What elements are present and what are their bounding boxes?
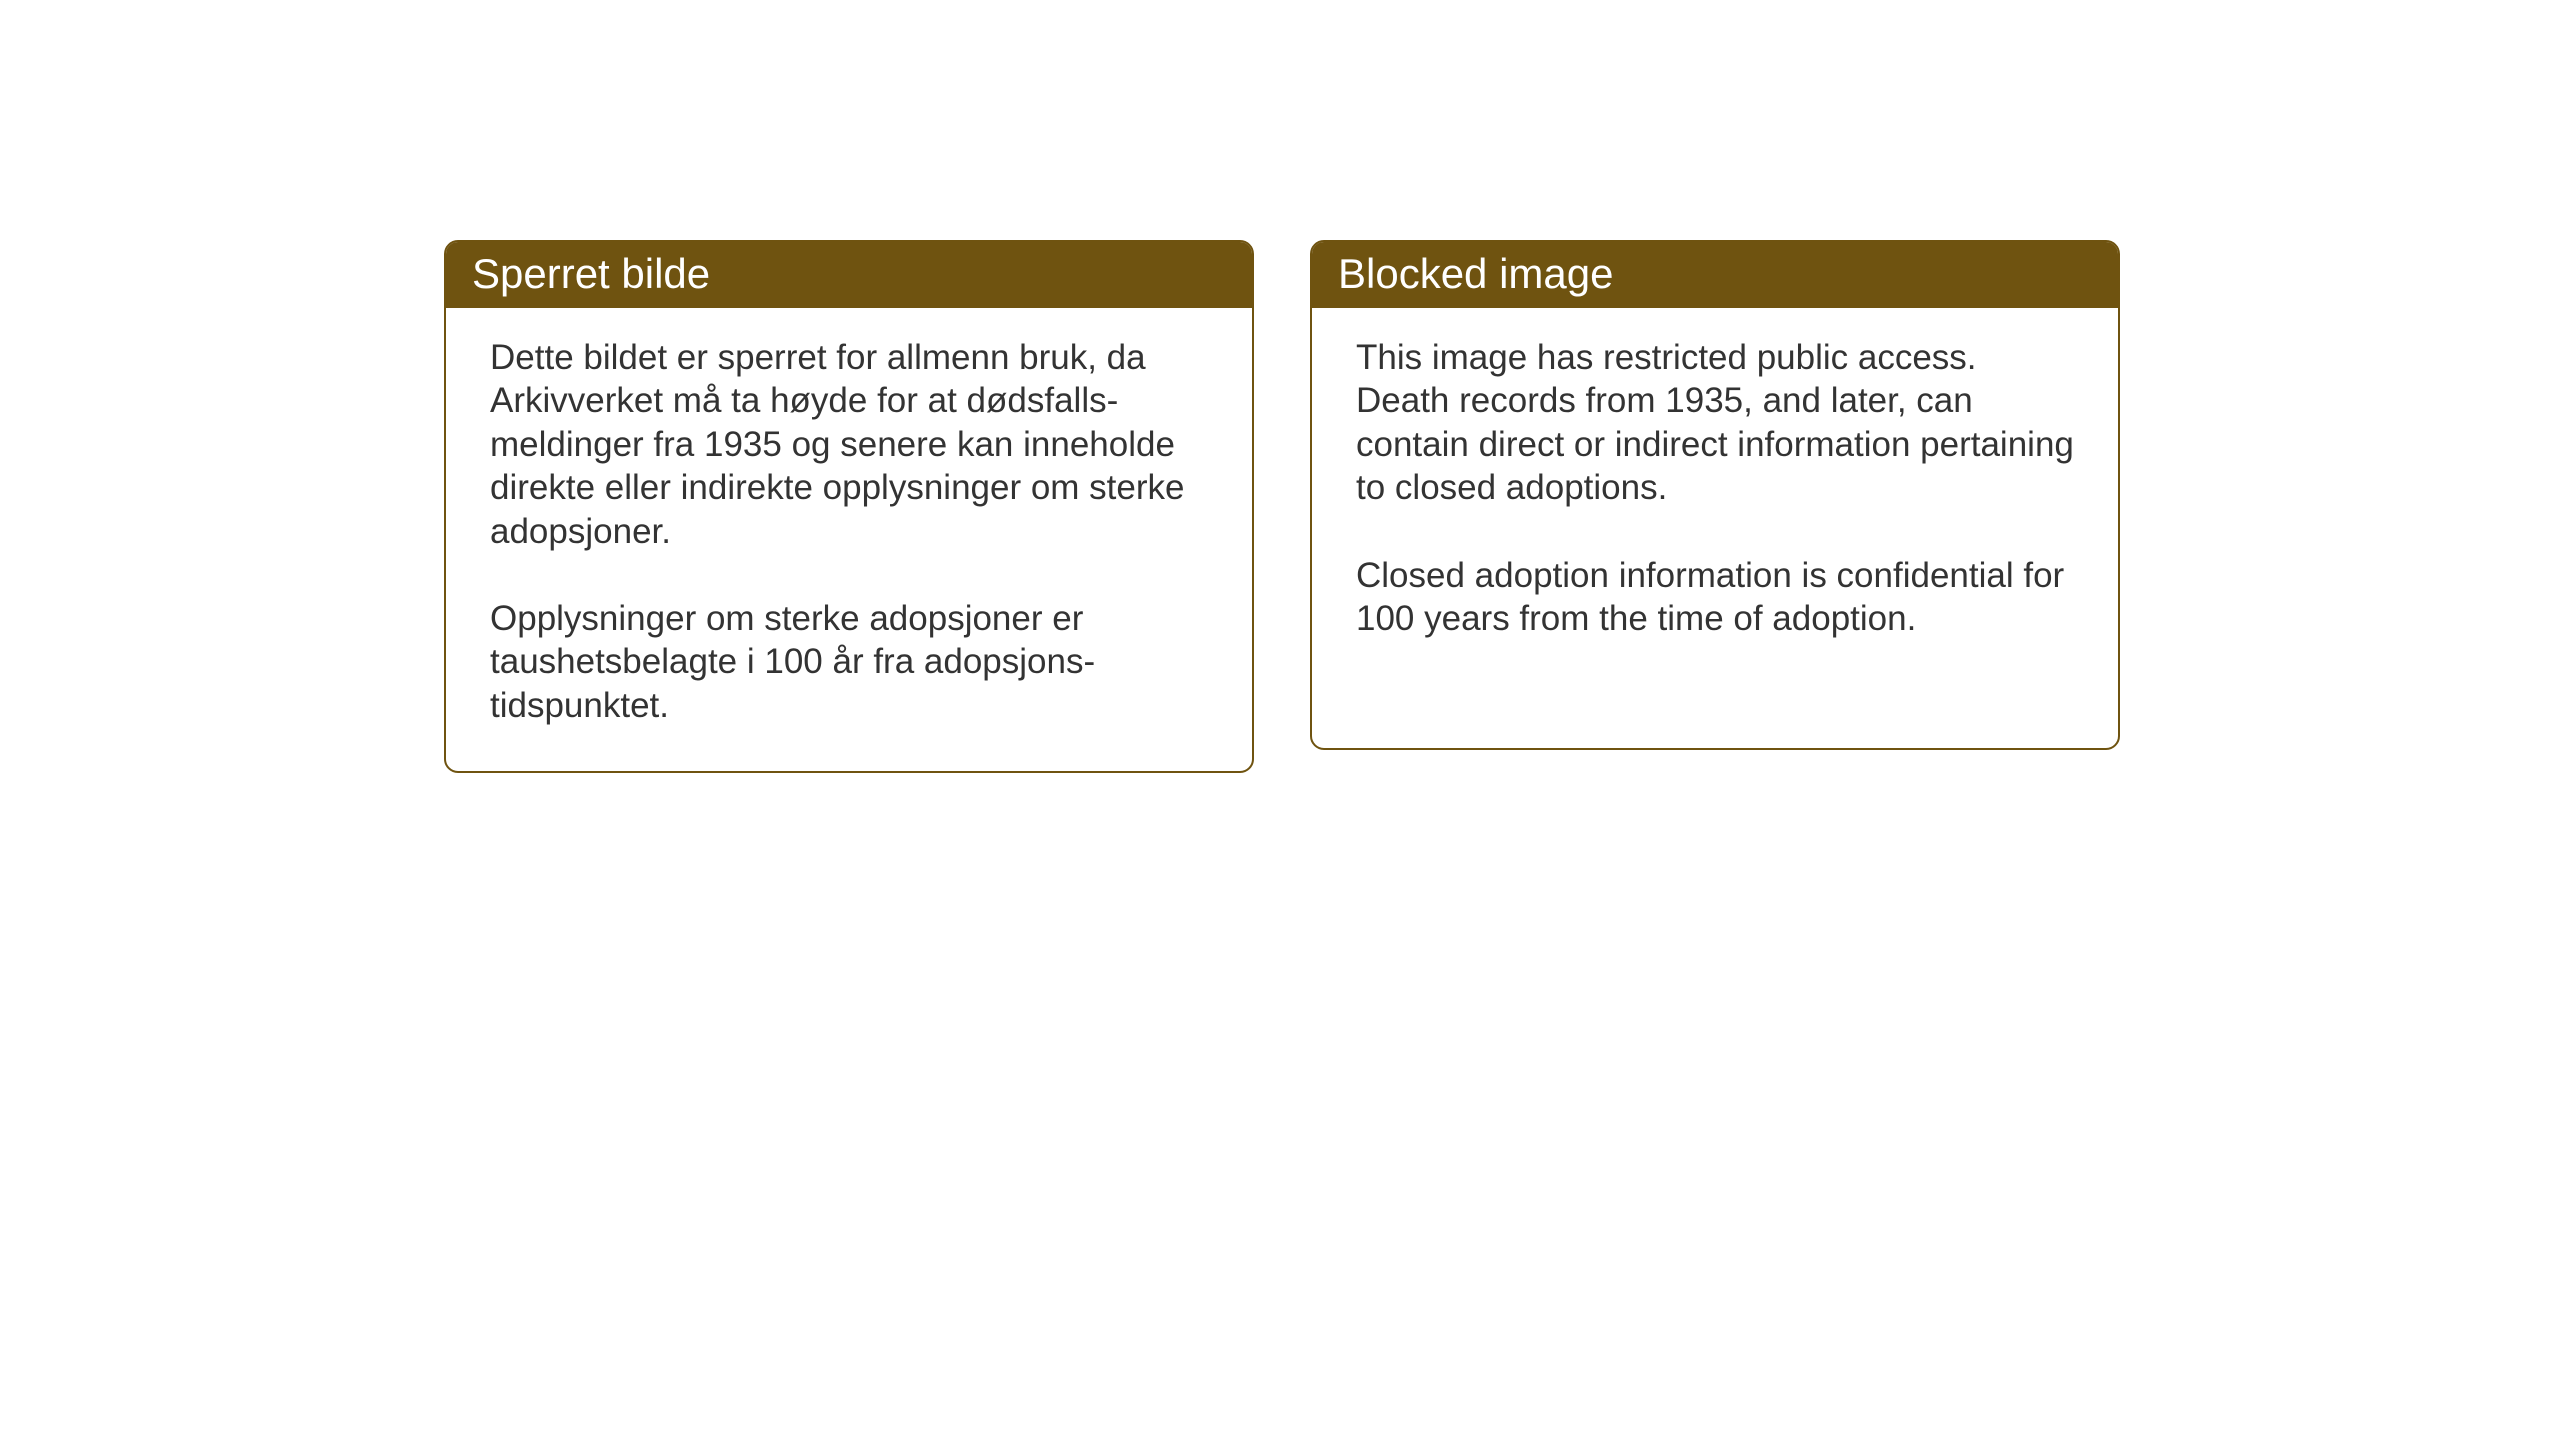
norwegian-card-body: Dette bildet er sperret for allmenn bruk… bbox=[446, 308, 1252, 771]
notice-container: Sperret bilde Dette bildet er sperret fo… bbox=[444, 240, 2120, 773]
norwegian-paragraph-2: Opplysninger om sterke adopsjoner er tau… bbox=[490, 597, 1208, 727]
english-card-title: Blocked image bbox=[1312, 242, 2118, 308]
norwegian-card-title: Sperret bilde bbox=[446, 242, 1252, 308]
english-paragraph-2: Closed adoption information is confident… bbox=[1356, 554, 2074, 641]
norwegian-notice-card: Sperret bilde Dette bildet er sperret fo… bbox=[444, 240, 1254, 773]
english-paragraph-1: This image has restricted public access.… bbox=[1356, 336, 2074, 510]
english-card-body: This image has restricted public access.… bbox=[1312, 308, 2118, 684]
norwegian-paragraph-1: Dette bildet er sperret for allmenn bruk… bbox=[490, 336, 1208, 553]
english-notice-card: Blocked image This image has restricted … bbox=[1310, 240, 2120, 750]
